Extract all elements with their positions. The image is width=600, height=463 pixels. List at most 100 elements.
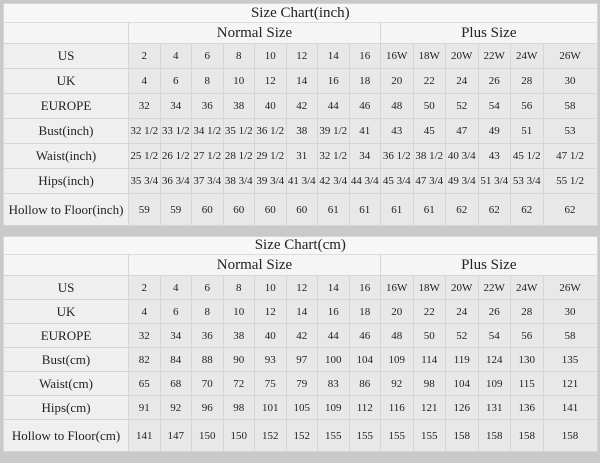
size-cell: 4	[159, 275, 192, 300]
size-cell: 116	[380, 395, 414, 420]
size-cell: 70	[191, 371, 224, 396]
size-cell: 12	[254, 68, 287, 94]
table-row: UK 4 6 8 10 12 14 16 18 20 22 24 26 28 30	[3, 299, 598, 324]
size-cell: 92	[380, 371, 414, 396]
size-cell: 14	[317, 275, 350, 300]
size-cell: 62	[445, 193, 479, 226]
size-cell: 47	[445, 118, 479, 144]
size-cell: 135	[542, 347, 598, 372]
size-cell: 61	[317, 193, 350, 226]
size-cell: 36 3/4	[159, 168, 192, 194]
size-cell: 29 1/2	[254, 143, 287, 169]
size-cell: 98	[222, 395, 255, 420]
size-cell: 26W	[542, 275, 598, 300]
size-cell: 150	[191, 419, 224, 452]
size-cell: 49 3/4	[445, 168, 479, 194]
size-cell: 32	[128, 93, 161, 119]
size-cell: 34 1/2	[191, 118, 224, 144]
size-cell: 155	[317, 419, 350, 452]
size-cell: 24W	[510, 275, 544, 300]
size-chart-cm: Size Chart(cm) Normal Size Plus Size US 2 4 6 8…	[3, 236, 598, 452]
size-cell: 90	[222, 347, 255, 372]
size-cell: 8	[191, 299, 224, 324]
size-cell: 109	[317, 395, 350, 420]
size-cell: 50	[412, 93, 446, 119]
size-cell: 16W	[380, 43, 414, 69]
size-cell: 79	[285, 371, 318, 396]
size-cell: 8	[222, 43, 255, 69]
size-cell: 59	[128, 193, 161, 226]
size-cell: 152	[254, 419, 287, 452]
size-cell: 56	[510, 323, 544, 348]
row-label: Hips(cm)	[3, 395, 129, 420]
table-row: US 2 4 6 8 10 12 14 16 16W 18W 20W 22W 24W 26W	[3, 43, 598, 69]
size-cell: 141	[128, 419, 161, 452]
size-cell: 37 3/4	[191, 168, 224, 194]
size-cell: 38	[285, 118, 318, 144]
normal-size-header: Normal Size	[128, 22, 381, 44]
size-cell: 16	[348, 43, 381, 69]
size-cell: 18W	[412, 275, 446, 300]
chart-title: Size Chart(cm)	[3, 236, 598, 255]
row-label: Waist(inch)	[3, 143, 129, 169]
size-cell: 39 3/4	[254, 168, 287, 194]
table-row: UK 4 6 8 10 12 14 16 18 20 22 24 26 28 30	[3, 68, 598, 94]
size-cell: 30	[542, 299, 598, 324]
size-cell: 36	[191, 93, 224, 119]
size-cell: 61	[348, 193, 381, 226]
size-cell: 152	[285, 419, 318, 452]
size-cell: 41 3/4	[285, 168, 318, 194]
size-cell: 12	[254, 299, 287, 324]
size-cell: 65	[128, 371, 161, 396]
size-cell: 44	[317, 93, 350, 119]
size-cell: 20	[380, 68, 414, 94]
table-row: EUROPE 32 34 36 38 40 42 44 46 48 50 52 54 56 58	[3, 323, 598, 348]
size-cell: 28	[510, 68, 544, 94]
size-cell: 60	[285, 193, 318, 226]
size-cell: 93	[254, 347, 287, 372]
size-cell: 2	[128, 275, 161, 300]
size-cell: 26	[477, 299, 511, 324]
size-cell: 62	[542, 193, 598, 226]
size-cell: 6	[191, 43, 224, 69]
row-label: Hips(inch)	[3, 168, 129, 194]
size-cell: 58	[542, 93, 598, 119]
size-cell: 32 1/2	[128, 118, 161, 144]
size-cell: 55 1/2	[542, 168, 598, 194]
table-row: Hollow to Floor(cm) 141 147 150 150 152 152 155…	[3, 419, 598, 452]
size-cell: 126	[445, 395, 479, 420]
row-label: Hollow to Floor(cm)	[3, 419, 129, 452]
size-cell: 27 1/2	[191, 143, 224, 169]
size-cell: 31	[285, 143, 318, 169]
size-cell: 10	[254, 275, 287, 300]
size-cell: 24	[445, 68, 479, 94]
size-cell: 36	[191, 323, 224, 348]
size-cell: 56	[510, 93, 544, 119]
size-cell: 12	[285, 275, 318, 300]
size-cell: 84	[159, 347, 192, 372]
size-cell: 100	[317, 347, 350, 372]
size-cell: 4	[159, 43, 192, 69]
size-cell: 28	[510, 299, 544, 324]
size-cell: 35 3/4	[128, 168, 161, 194]
size-cell: 22W	[477, 43, 511, 69]
size-cell: 83	[317, 371, 350, 396]
size-cell: 38	[222, 323, 255, 348]
size-cell: 10	[222, 299, 255, 324]
size-cell: 60	[222, 193, 255, 226]
size-cell: 88	[191, 347, 224, 372]
size-cell: 34	[348, 143, 381, 169]
size-cell: 104	[348, 347, 381, 372]
size-cell: 26W	[542, 43, 598, 69]
size-cell: 158	[477, 419, 511, 452]
size-cell: 38 3/4	[222, 168, 255, 194]
size-cell: 8	[222, 275, 255, 300]
size-cell: 104	[445, 371, 479, 396]
size-cell: 48	[380, 93, 414, 119]
size-cell: 14	[317, 43, 350, 69]
size-cell: 46	[348, 323, 381, 348]
size-cell: 54	[477, 323, 511, 348]
size-cell: 26 1/2	[159, 143, 192, 169]
size-cell: 25 1/2	[128, 143, 161, 169]
size-cell: 119	[445, 347, 479, 372]
